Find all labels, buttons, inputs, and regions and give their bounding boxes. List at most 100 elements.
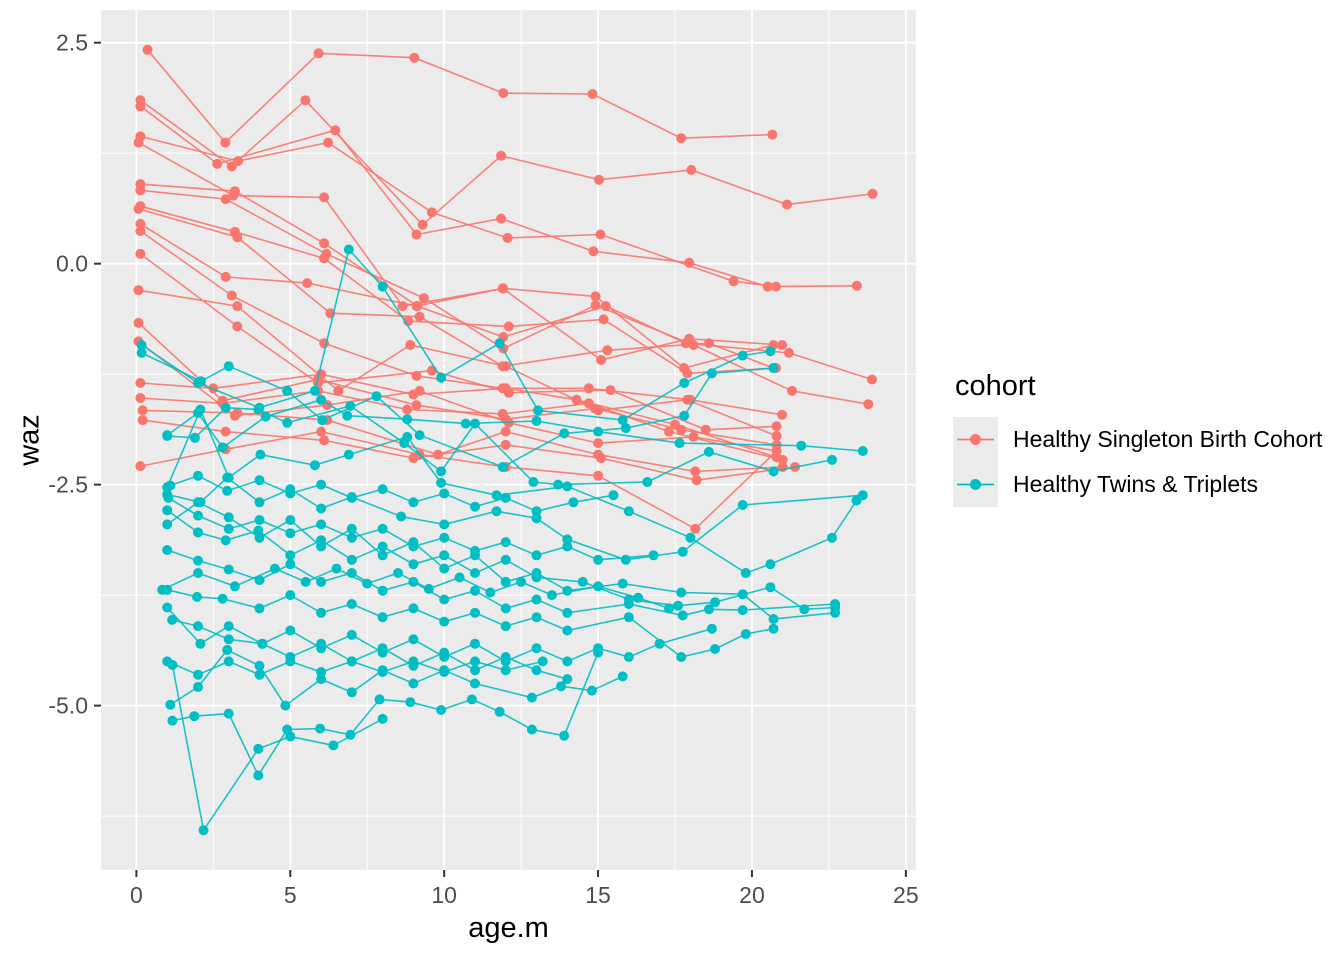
x-tick-label: 10 xyxy=(431,882,457,908)
subject-line xyxy=(138,141,774,369)
data-point xyxy=(316,479,327,490)
x-tick-label: 15 xyxy=(585,882,611,908)
data-point xyxy=(439,616,450,627)
data-point xyxy=(460,418,471,429)
data-point xyxy=(690,523,701,534)
data-point xyxy=(409,52,420,63)
data-point xyxy=(374,694,385,705)
data-point xyxy=(193,568,203,578)
data-point xyxy=(220,426,231,437)
data-point xyxy=(137,415,148,426)
data-point xyxy=(402,404,413,415)
data-point xyxy=(503,321,514,332)
data-point xyxy=(222,472,233,483)
data-point xyxy=(531,416,542,426)
subject-line xyxy=(166,606,713,663)
data-point xyxy=(135,218,146,229)
data-point xyxy=(470,678,480,689)
data-point xyxy=(633,592,644,603)
data-point xyxy=(577,576,588,587)
data-point xyxy=(165,699,176,710)
data-point xyxy=(316,674,327,685)
data-point xyxy=(346,554,357,565)
legend-title: cohort xyxy=(955,370,1036,402)
data-point xyxy=(783,347,794,358)
data-point xyxy=(663,603,674,614)
data-point xyxy=(135,101,146,112)
data-point xyxy=(562,541,573,552)
data-point xyxy=(703,338,714,349)
data-point xyxy=(588,246,599,257)
data-point xyxy=(590,291,601,302)
data-point xyxy=(133,317,144,328)
data-point xyxy=(222,644,233,655)
data-point xyxy=(857,490,868,501)
data-point xyxy=(593,470,604,481)
data-point xyxy=(254,660,265,671)
data-point xyxy=(623,599,634,609)
data-point xyxy=(439,647,450,658)
data-point xyxy=(346,492,357,503)
data-point xyxy=(167,715,178,726)
subject-line xyxy=(166,398,863,452)
data-point xyxy=(562,625,573,636)
data-point xyxy=(408,389,419,400)
data-point xyxy=(700,424,711,435)
data-point xyxy=(254,532,265,543)
data-point xyxy=(762,281,773,292)
data-point xyxy=(309,460,320,471)
data-point xyxy=(362,578,373,589)
x-axis-title: age.m xyxy=(468,912,549,944)
data-point xyxy=(157,584,168,595)
data-point xyxy=(162,545,173,555)
x-tick-label: 0 xyxy=(130,882,143,908)
data-point xyxy=(316,607,327,618)
data-point xyxy=(562,674,573,685)
legend-entry: Healthy Singleton Birth Cohort xyxy=(953,417,1333,462)
data-point xyxy=(254,603,265,614)
data-point xyxy=(411,229,422,240)
data-point xyxy=(377,484,388,495)
data-point xyxy=(595,229,606,240)
data-point xyxy=(165,480,176,491)
data-point xyxy=(285,515,296,525)
data-point xyxy=(546,590,557,601)
data-point xyxy=(135,461,146,472)
data-point xyxy=(771,281,781,292)
data-point xyxy=(654,638,665,649)
data-point xyxy=(195,638,206,649)
data-point xyxy=(345,729,356,740)
data-point xyxy=(728,276,739,287)
data-point xyxy=(135,393,146,403)
data-point xyxy=(562,656,573,667)
data-point xyxy=(777,340,788,350)
data-point xyxy=(198,825,209,836)
data-point xyxy=(408,634,419,645)
data-point xyxy=(439,550,450,561)
data-point xyxy=(528,477,539,487)
data-point xyxy=(827,532,837,543)
data-point xyxy=(617,671,628,682)
data-point xyxy=(223,523,234,534)
data-point xyxy=(193,555,203,566)
data-point xyxy=(594,174,604,185)
legend-key-icon xyxy=(953,462,998,507)
data-point xyxy=(537,656,548,667)
data-point xyxy=(223,361,234,372)
data-point xyxy=(737,589,748,600)
data-point xyxy=(346,656,357,667)
data-point xyxy=(323,137,334,148)
data-point xyxy=(768,363,779,373)
data-point xyxy=(316,394,327,405)
data-point xyxy=(285,559,296,570)
data-point xyxy=(691,475,702,486)
data-point xyxy=(620,423,631,434)
data-point xyxy=(598,314,609,325)
data-point xyxy=(377,585,388,596)
data-point xyxy=(436,705,447,715)
x-tick-label: 5 xyxy=(284,882,297,908)
data-point xyxy=(470,568,480,578)
data-point xyxy=(556,681,567,692)
data-point xyxy=(377,643,388,654)
